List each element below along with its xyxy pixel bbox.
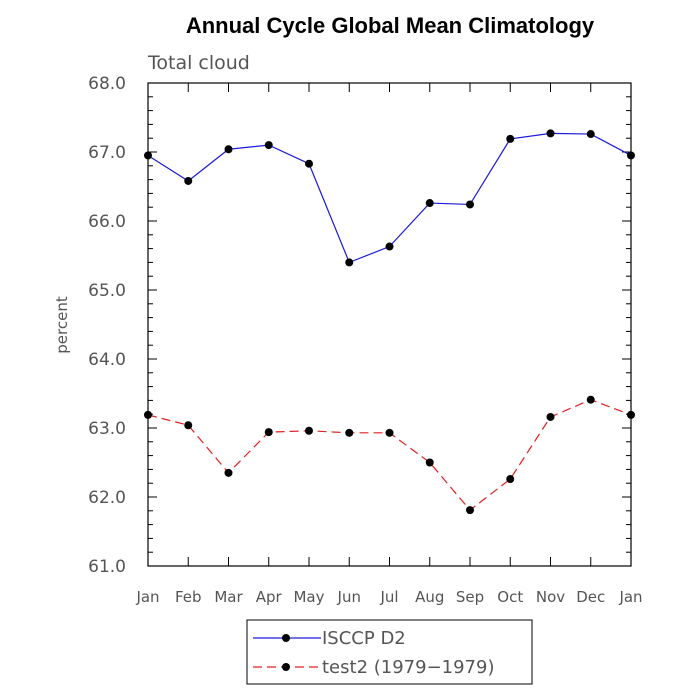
y-tick-label: 66.0: [88, 212, 126, 232]
series-1-point: [144, 151, 152, 160]
data-series: [144, 129, 635, 515]
series-2-point: [264, 428, 273, 437]
legend-marker-1: [282, 634, 290, 642]
series-2-point: [224, 468, 233, 477]
series-2-point: [184, 421, 193, 430]
y-axis-label: percent: [53, 296, 71, 354]
x-tick-label: May: [293, 588, 324, 606]
y-tick-label: 67.0: [88, 143, 126, 163]
chart-subtitle: Total cloud: [147, 52, 250, 74]
x-tick-label: Dec: [576, 588, 605, 606]
series-1-point: [305, 159, 313, 168]
y-tick-label: 65.0: [88, 281, 126, 301]
series-2-point: [144, 410, 152, 419]
series-1-point: [546, 129, 555, 138]
x-tick-label: Nov: [536, 588, 565, 606]
series-2-point: [345, 428, 354, 437]
y-tick-label: 68.0: [88, 74, 126, 94]
series-1-point: [627, 151, 635, 160]
legend-marker-2: [282, 663, 290, 671]
x-tick-label: Jun: [337, 588, 361, 606]
chart-title: Annual Cycle Global Mean Climatology: [186, 13, 595, 38]
x-tick-label: Jan: [135, 588, 159, 606]
legend-box: [246, 619, 533, 685]
y-tick-label: 62.0: [88, 488, 126, 508]
legend-label-1: ISCCP D2: [322, 628, 406, 649]
series-line-2: [147, 399, 632, 511]
x-tick-label: Apr: [256, 588, 283, 606]
series-1-point: [184, 176, 193, 185]
series-1-point: [466, 200, 474, 209]
series-2-point: [385, 428, 394, 437]
x-tick-label: Jul: [379, 588, 398, 606]
legend-label-2: test2 (1979−1979): [322, 657, 495, 678]
x-tick-labels: Jan Feb Mar Apr May Jun Jul Aug Sep Oct Nov Dec Jan: [135, 588, 642, 606]
y-tick-label: 63.0: [88, 419, 126, 439]
legend: ISCCP D2 test2 (1979−1979): [253, 628, 495, 678]
x-tick-label: Jan: [618, 588, 642, 606]
x-tick-label: Mar: [214, 588, 243, 606]
series-1-point: [506, 134, 515, 143]
y-tick-labels: 61.0 62.0 63.0 64.0 65.0 66.0 67.0 68.0: [88, 74, 126, 577]
y-tick-label: 61.0: [88, 557, 126, 577]
series-1-point: [264, 141, 273, 150]
series-1-point: [425, 199, 434, 208]
series-2-point: [627, 410, 635, 419]
x-tick-label: Sep: [456, 588, 484, 606]
x-tick-label: Oct: [497, 588, 523, 606]
series-1-point: [586, 130, 595, 139]
series-1-point: [385, 242, 394, 251]
series-2-point: [546, 412, 555, 421]
series-2-point: [506, 475, 515, 484]
x-tick-label: Aug: [415, 588, 444, 606]
x-tick-label: Feb: [175, 588, 202, 606]
series-1-point: [224, 145, 233, 154]
series-2-point: [305, 426, 313, 435]
series-2-point: [466, 506, 474, 515]
axis-ticks: [147, 82, 632, 567]
y-tick-label: 64.0: [88, 350, 126, 370]
series-2-point: [425, 458, 434, 467]
series-1-point: [345, 258, 354, 267]
series-2-point: [586, 395, 595, 404]
